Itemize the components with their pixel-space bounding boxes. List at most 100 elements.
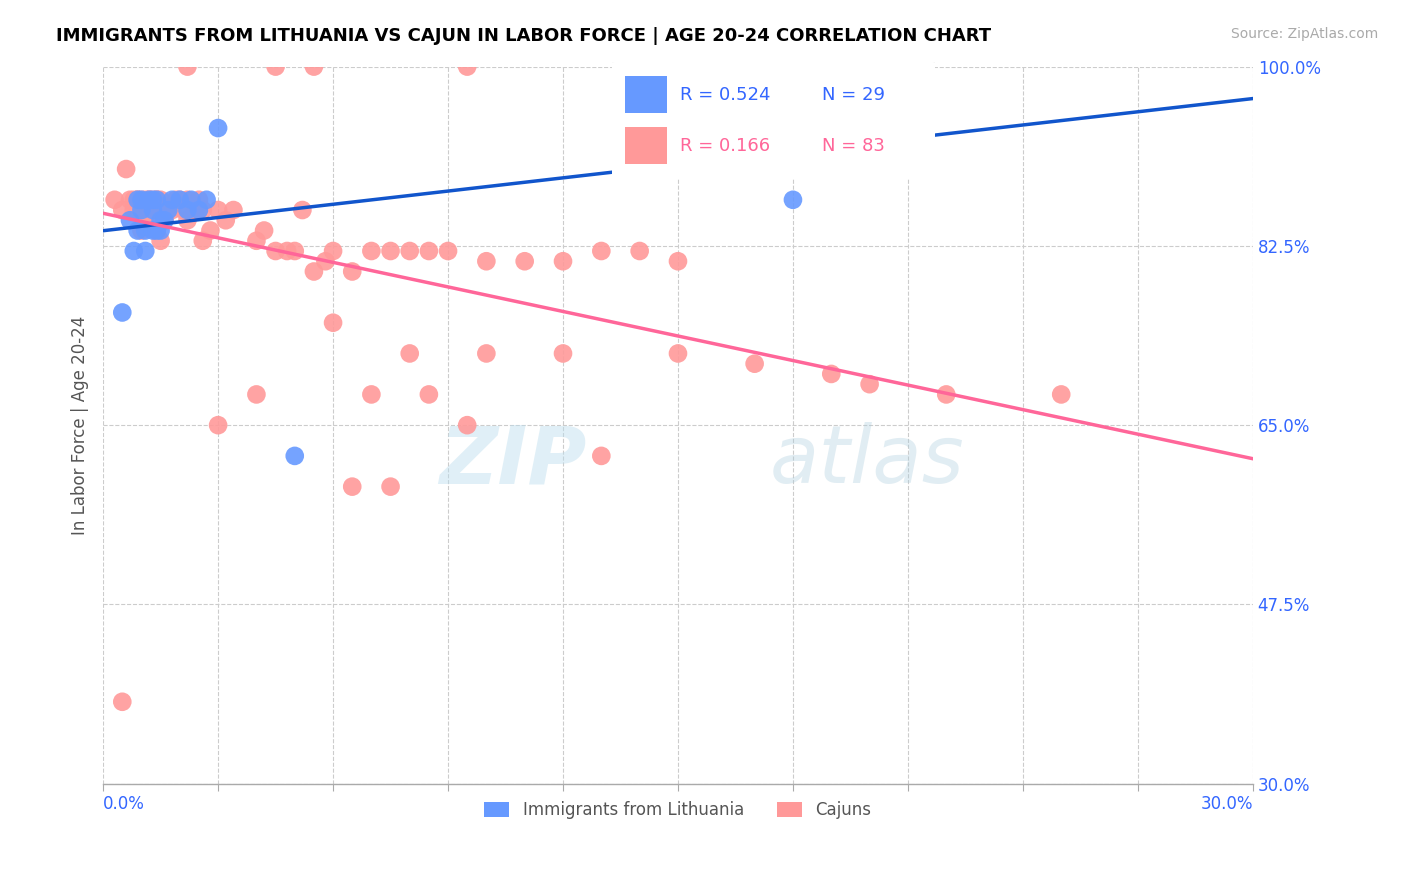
Point <box>176 60 198 74</box>
Text: IMMIGRANTS FROM LITHUANIA VS CAJUN IN LABOR FORCE | AGE 20-24 CORRELATION CHART: IMMIGRANTS FROM LITHUANIA VS CAJUN IN LA… <box>56 27 991 45</box>
Point <box>418 244 440 258</box>
Point <box>666 254 689 268</box>
Point <box>314 254 336 268</box>
Point <box>146 193 169 207</box>
Point <box>222 202 245 217</box>
Point <box>115 162 138 177</box>
Point <box>264 60 287 74</box>
Bar <box>624 128 666 164</box>
Point <box>134 244 156 258</box>
Point <box>666 346 689 360</box>
Point <box>149 193 172 207</box>
Point <box>138 193 160 207</box>
Point <box>245 234 267 248</box>
Point <box>513 254 536 268</box>
Point <box>173 202 195 217</box>
Point <box>215 213 238 227</box>
Point <box>160 202 183 217</box>
Text: ZIP: ZIP <box>439 422 586 500</box>
Text: R = 0.166: R = 0.166 <box>679 137 769 155</box>
Text: 30.0%: 30.0% <box>1201 795 1253 813</box>
Point <box>142 193 165 207</box>
Point <box>302 264 325 278</box>
Point <box>935 387 957 401</box>
Point <box>127 193 149 207</box>
Point <box>160 193 183 207</box>
Point <box>184 202 207 217</box>
Point <box>1050 387 1073 401</box>
Point <box>153 213 176 227</box>
Point <box>437 244 460 258</box>
Point <box>134 193 156 207</box>
Point <box>398 346 420 360</box>
Point <box>207 202 229 217</box>
Point <box>195 193 218 207</box>
Point <box>897 60 920 74</box>
Point <box>122 202 145 217</box>
Point <box>360 387 382 401</box>
Point <box>149 202 172 217</box>
Point <box>131 193 153 207</box>
Point <box>146 223 169 237</box>
Point <box>122 244 145 258</box>
Point <box>127 223 149 237</box>
Bar <box>624 77 666 113</box>
Point <box>127 193 149 207</box>
Point <box>591 449 613 463</box>
Point <box>342 480 364 494</box>
Point <box>782 193 804 207</box>
Point <box>157 202 180 217</box>
Point <box>146 193 169 207</box>
Point <box>191 202 214 217</box>
Point <box>134 223 156 237</box>
Point <box>187 202 209 217</box>
Point <box>342 264 364 278</box>
Point <box>551 254 574 268</box>
Point <box>157 202 180 217</box>
Point <box>138 193 160 207</box>
Text: Source: ZipAtlas.com: Source: ZipAtlas.com <box>1230 27 1378 41</box>
Point <box>284 449 307 463</box>
Point <box>302 60 325 74</box>
Point <box>146 193 169 207</box>
Point <box>291 202 314 217</box>
Point <box>165 193 187 207</box>
Point <box>551 346 574 360</box>
Point <box>134 213 156 227</box>
Point <box>131 202 153 217</box>
Point <box>149 213 172 227</box>
Point <box>122 193 145 207</box>
Point <box>191 234 214 248</box>
Point <box>138 193 160 207</box>
Text: R = 0.524: R = 0.524 <box>679 86 770 103</box>
Point <box>200 223 222 237</box>
FancyBboxPatch shape <box>609 62 938 179</box>
Text: N = 29: N = 29 <box>821 86 884 103</box>
Point <box>131 202 153 217</box>
Point <box>591 244 613 258</box>
Point <box>131 223 153 237</box>
Point <box>475 346 498 360</box>
Point <box>149 223 172 237</box>
Point <box>360 244 382 258</box>
Y-axis label: In Labor Force | Age 20-24: In Labor Force | Age 20-24 <box>72 316 89 535</box>
Point <box>118 213 141 227</box>
Point <box>322 316 344 330</box>
Point <box>380 244 402 258</box>
Point <box>180 193 202 207</box>
Point <box>322 244 344 258</box>
Point <box>142 193 165 207</box>
Text: N = 83: N = 83 <box>821 137 884 155</box>
Point <box>176 202 198 217</box>
Point <box>456 418 478 433</box>
Point <box>264 244 287 258</box>
Point <box>149 234 172 248</box>
Point <box>456 60 478 74</box>
Point <box>142 202 165 217</box>
Point <box>207 418 229 433</box>
Point <box>475 254 498 268</box>
Point <box>142 202 165 217</box>
Point <box>142 223 165 237</box>
Point <box>380 480 402 494</box>
Point <box>276 244 298 258</box>
